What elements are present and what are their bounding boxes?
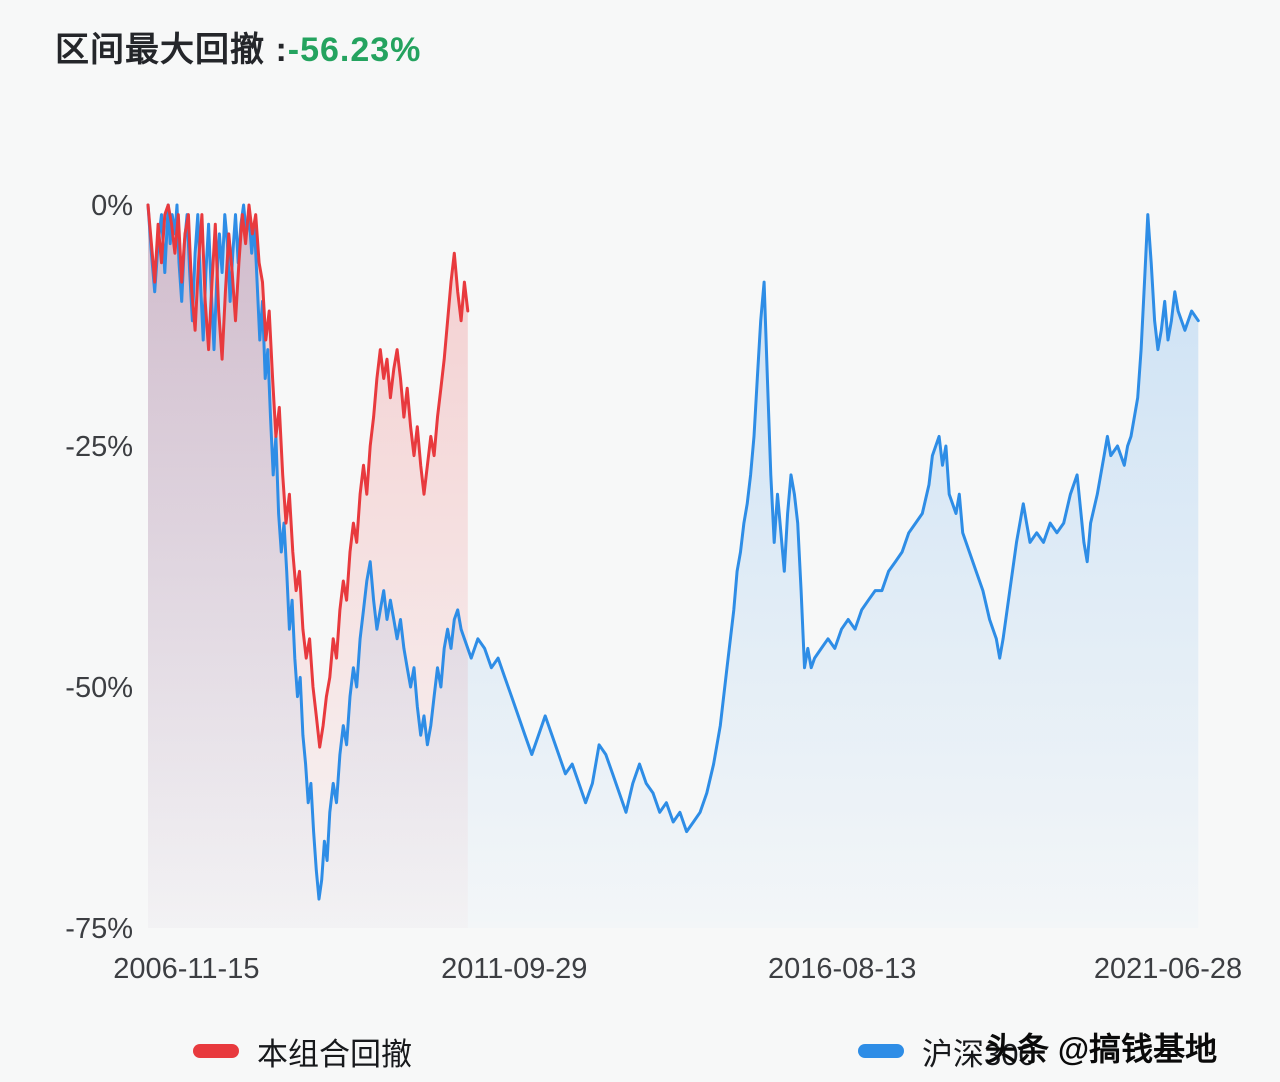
- x-tick-label: 2006-11-15: [113, 953, 259, 985]
- page-title: 区间最大回撤 :-56.23%: [55, 22, 421, 71]
- max-drawdown-label: 区间最大回撤 :: [55, 31, 288, 69]
- legend-item-benchmark[interactable]: 沪深300: [858, 1028, 1036, 1074]
- legend-label-benchmark: 沪深300: [922, 1036, 1036, 1072]
- x-tick-label: 2021-06-28: [1094, 953, 1242, 985]
- portfolio-line[interactable]: [146, 203, 470, 749]
- legend-label-portfolio: 本组合回撤: [257, 1036, 412, 1072]
- x-tick-label: 2016-08-13: [768, 953, 916, 985]
- x-tick-label: 2011-09-29: [441, 953, 587, 985]
- y-tick-label: -50%: [65, 672, 133, 704]
- y-tick-label: 0%: [91, 190, 133, 222]
- legend: 本组合回撤 沪深300: [0, 1028, 1280, 1074]
- legend-item-portfolio[interactable]: 本组合回撤: [193, 1028, 412, 1074]
- portfolio-swatch: [193, 1044, 239, 1058]
- benchmark-swatch: [858, 1044, 904, 1058]
- benchmark-line[interactable]: [146, 203, 1200, 901]
- watermark: 头条 @搞钱基地: [985, 1031, 1218, 1067]
- max-drawdown-value: -56.23%: [287, 31, 422, 69]
- y-tick-label: -75%: [65, 913, 133, 945]
- y-tick-label: -25%: [65, 431, 133, 463]
